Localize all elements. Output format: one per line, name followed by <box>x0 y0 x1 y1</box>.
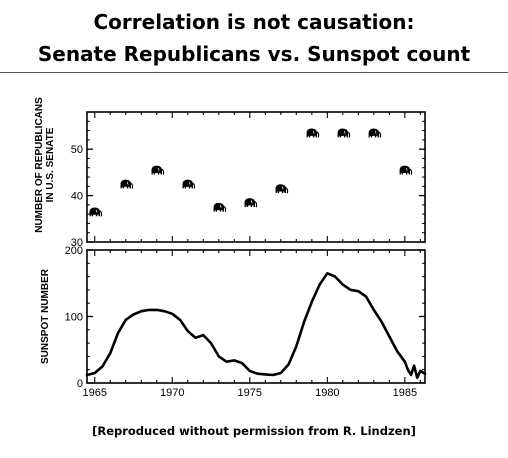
elephant-icon <box>336 127 351 139</box>
title-divider <box>0 72 508 73</box>
sunspot-xtick-label: 1985 <box>393 387 417 399</box>
republicans-ytick-label: 40 <box>71 191 83 203</box>
elephant-icon <box>181 179 196 190</box>
source-credit: [Reproduced without permission from R. L… <box>92 424 416 438</box>
sunspot-ytick-label: 0 <box>77 378 83 390</box>
elephant-icon <box>150 165 165 176</box>
elephant-icon <box>88 206 103 218</box>
republicans-panel: 30 40 50 NUMBER OF REPUBLICANS IN U.S. SENAT… <box>34 97 426 249</box>
elephant-icon <box>243 197 258 208</box>
republicans-ytick-label: 30 <box>71 237 83 249</box>
chart-title-line-1: Correlation is not causation: <box>93 10 415 34</box>
elephant-icon <box>368 127 382 139</box>
elephant-icon <box>305 127 320 139</box>
republicans-ylabel-line-1: NUMBER OF REPUBLICANS <box>34 97 45 233</box>
sunspot-frame <box>86 249 426 384</box>
sunspot-xtick-label: 1980 <box>315 387 339 399</box>
sunspot-panel: 0 100 200 1965 1970 1975 1980 1985 SUNSPOT NUMBE… <box>40 245 427 399</box>
sunspot-series-line <box>85 272 427 379</box>
republicans-ylabel-line-2: IN U.S. SENATE <box>45 127 56 202</box>
sunspot-ylabel: SUNSPOT NUMBER <box>40 268 51 364</box>
elephant-icon <box>274 183 289 194</box>
chart-title-line-2: Senate Republicans vs. Sunspot count <box>37 42 471 66</box>
sunspot-ytick-label: 100 <box>65 312 83 324</box>
sunspot-xtick-label: 1975 <box>238 387 262 399</box>
republicans-ytick-label: 50 <box>71 144 83 156</box>
sunspot-ytick-label: 200 <box>65 245 83 257</box>
sunspot-xtick-label: 1970 <box>160 387 184 399</box>
elephant-icon <box>212 202 227 213</box>
sunspot-xtick-label: 1965 <box>83 387 107 399</box>
elephant-icon <box>399 165 413 176</box>
elephant-icon <box>119 179 134 190</box>
